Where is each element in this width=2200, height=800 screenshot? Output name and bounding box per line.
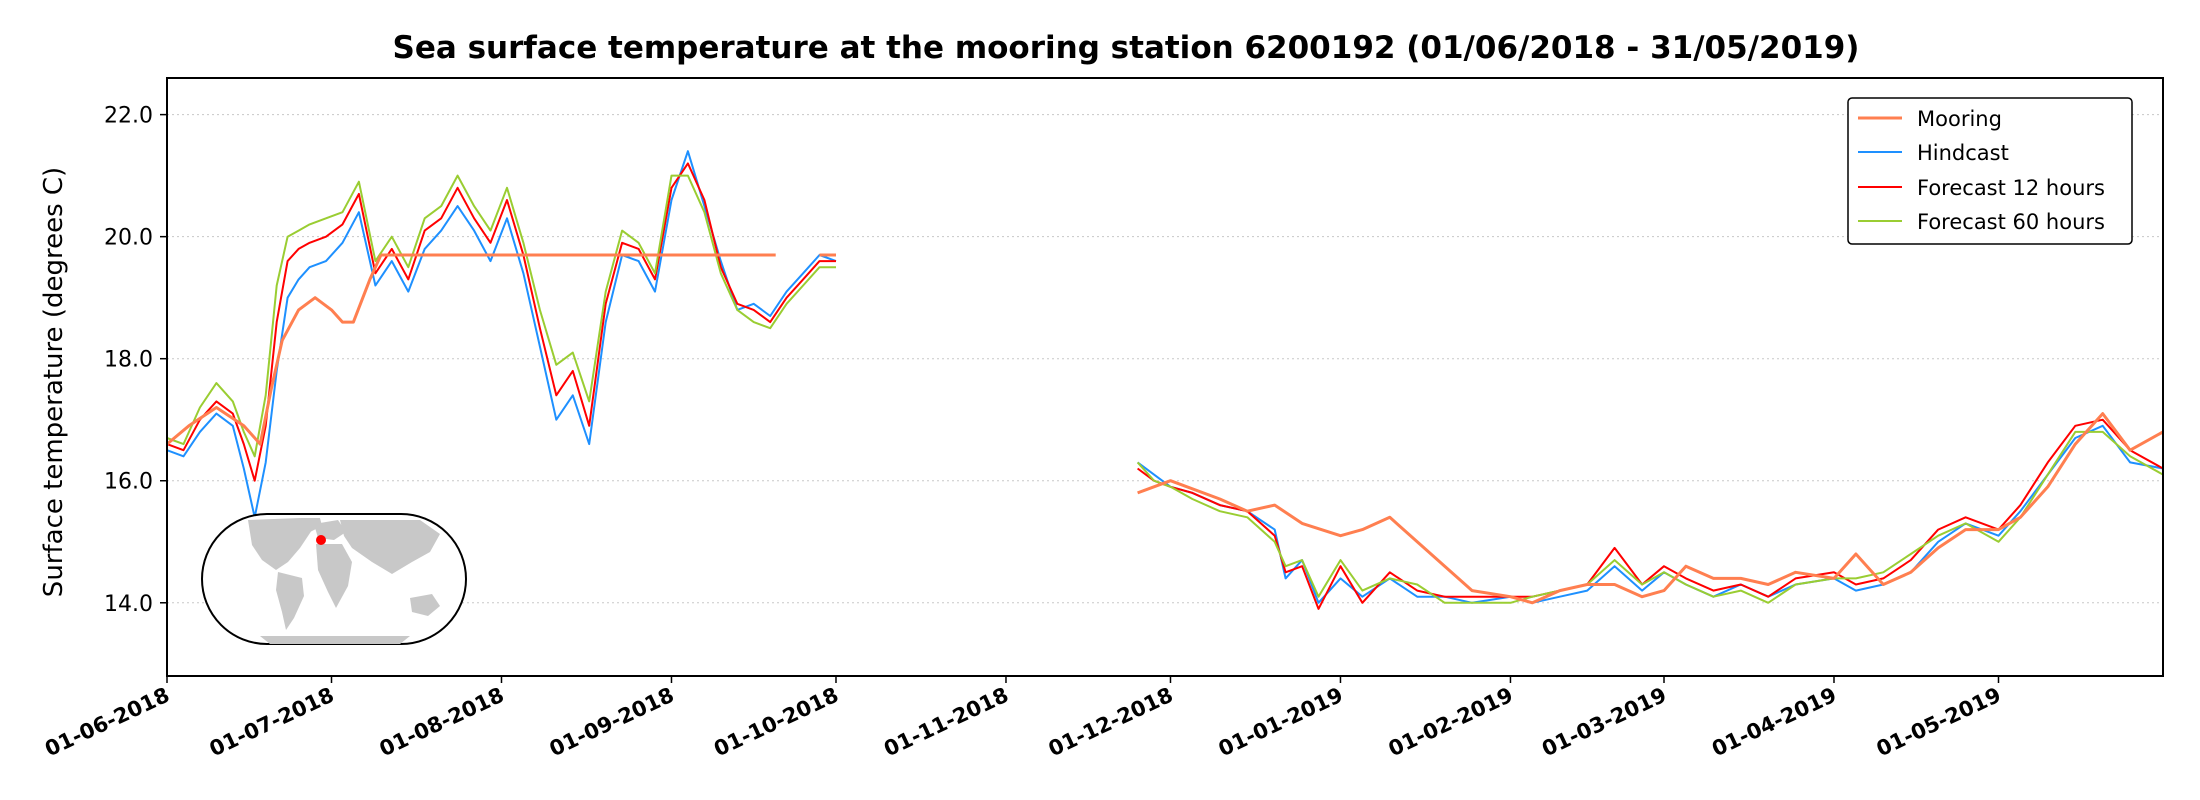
x-tick-label: 01-02-2019 (1385, 683, 1517, 762)
legend-label-mooring: Mooring (1917, 107, 2002, 131)
map-north-america (248, 518, 312, 570)
x-tick-label: 01-09-2018 (546, 683, 678, 762)
map-south-america (276, 572, 304, 630)
legend-label-forecast-60: Forecast 60 hours (1917, 210, 2105, 234)
legend-label-hindcast: Hindcast (1917, 141, 2009, 165)
x-tick-label: 01-04-2019 (1708, 683, 1840, 762)
plot-frame (166, 77, 2164, 677)
y-tick-label: 14.0 (104, 592, 153, 617)
x-tick-label: 01-11-2018 (880, 683, 1012, 762)
x-tick-label: 01-03-2019 (1538, 683, 1670, 762)
x-tick-label: 01-05-2019 (1873, 683, 2005, 762)
map-europe (314, 520, 346, 540)
map-antarctica (260, 636, 410, 644)
world-map-inset (201, 513, 467, 645)
series-line-mooring (166, 253, 2164, 605)
x-tick-label: 01-06-2018 (41, 683, 173, 762)
legend-label-forecast-12: Forecast 12 hours (1917, 176, 2105, 200)
y-tick-label: 20.0 (104, 226, 153, 251)
x-tick-label: 01-12-2018 (1045, 683, 1177, 762)
x-tick-label: 01-08-2018 (376, 683, 508, 762)
chart-title: Sea surface temperature at the mooring s… (393, 30, 1860, 66)
x-tick-label: 01-10-2018 (710, 683, 842, 762)
map-asia (340, 520, 440, 574)
map-australia (410, 594, 440, 616)
y-axis-label: Surface temperature (degrees C) (39, 167, 69, 597)
legend: Mooring Hindcast Forecast 12 hours Forec… (1847, 97, 2133, 245)
y-tick-label: 22.0 (104, 104, 153, 129)
map-africa (316, 544, 352, 608)
x-tick-label: 01-07-2018 (206, 683, 338, 762)
x-tick-label: 01-01-2019 (1215, 683, 1347, 762)
y-tick-label: 18.0 (104, 348, 153, 373)
legend-box (1847, 97, 2133, 245)
series-layer (166, 150, 2164, 610)
y-axis-ticks: 14.0 16.0 18.0 20.0 22.0 (104, 104, 167, 617)
x-axis-ticks: 01-06-2018 01-07-2018 01-08-2018 01-09-2018… (41, 676, 2005, 762)
station-location-dot (316, 535, 326, 545)
y-tick-label: 16.0 (104, 470, 153, 495)
